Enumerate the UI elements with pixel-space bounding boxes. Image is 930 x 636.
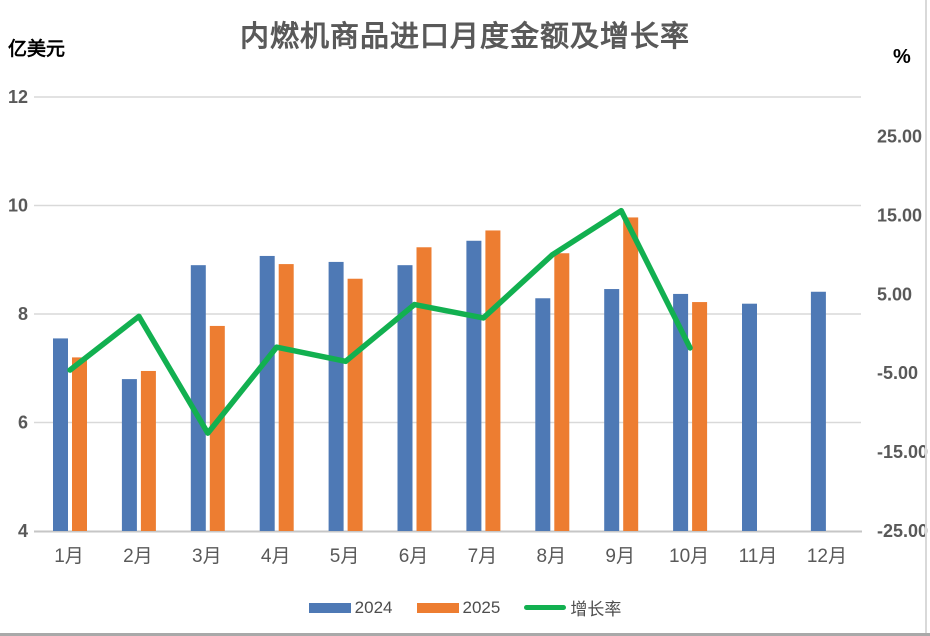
right-axis-tick-label: -25.00 (877, 521, 928, 541)
bar-2025-3月 (209, 325, 225, 531)
legend-swatch-growth-line (524, 605, 567, 610)
x-axis-month-label: 4月 (261, 546, 291, 567)
legend-item-growth-rate: 增长率 (524, 595, 621, 620)
left-axis-tick-label: 6 (18, 413, 28, 433)
bar-2024-5月 (328, 261, 344, 531)
bar-2024-4月 (259, 255, 275, 531)
bar-2024-8月 (535, 298, 551, 531)
bar-2025-9月 (623, 217, 639, 531)
x-axis-month-label: 7月 (468, 546, 498, 567)
chart-title: 内燃机商品进口月度金额及增长率 (239, 21, 690, 53)
bar-2025-6月 (416, 247, 432, 531)
x-axis-month-label: 1月 (54, 546, 84, 567)
legend: 2024 2025 增长率 (0, 595, 930, 620)
bar-2024-9月 (604, 289, 620, 531)
legend-swatch-2025 (416, 602, 459, 613)
growth-rate-line (67, 207, 693, 436)
left-axis-unit-label: 亿美元 (8, 39, 66, 60)
x-axis-month-label: 8月 (537, 546, 567, 567)
legend-label-2024: 2024 (354, 597, 393, 617)
legend-item-2025: 2025 (416, 597, 501, 618)
bar-2024-6月 (397, 265, 413, 531)
bar-2024-12月 (810, 291, 826, 531)
bar-2025-1月 (72, 357, 87, 531)
bar-2024-1月 (53, 338, 68, 531)
x-axis-month-label: 6月 (399, 546, 429, 567)
bottom-border-line (0, 633, 930, 636)
right-axis-unit-label: % (893, 46, 911, 68)
left-axis-tick-label: 4 (18, 521, 28, 541)
x-axis-month-label: 5月 (330, 546, 360, 567)
left-axis-tick-label: 8 (18, 304, 28, 324)
right-axis-tick-label: 15.00 (877, 205, 922, 225)
left-axis-tick-label: 12 (8, 87, 28, 107)
right-border-line (925, 0, 927, 633)
x-axis-month-label: 10月 (669, 546, 709, 567)
left-axis-tick-label: 10 (8, 196, 28, 216)
right-axis-tick-label: 5.00 (877, 284, 912, 304)
bar-2024-11月 (742, 303, 757, 531)
legend-label-2025: 2025 (462, 597, 501, 617)
bar-2025-2月 (140, 370, 156, 531)
legend-swatch-2024 (308, 602, 351, 613)
bar-2025-7月 (485, 230, 501, 531)
bar-2024-3月 (190, 265, 206, 531)
legend-label-growth-rate: 增长率 (570, 600, 622, 619)
x-axis-month-label: 12月 (807, 546, 847, 567)
x-axis-month-label: 2月 (123, 546, 153, 567)
x-axis-month-label: 3月 (192, 546, 222, 567)
bar-2024-2月 (121, 379, 137, 531)
bar-2025-4月 (278, 264, 294, 531)
x-axis-month-label: 11月 (739, 546, 778, 567)
right-axis-tick-label: 25.00 (877, 126, 922, 146)
x-axis-month-label: 9月 (605, 546, 635, 567)
legend-item-2024: 2024 (308, 597, 393, 618)
right-axis-tick-label: -5.00 (877, 363, 918, 383)
bar-2025-5月 (347, 278, 363, 531)
bar-2025-8月 (554, 253, 570, 532)
right-axis-tick-label: -15.00 (877, 442, 928, 462)
bar-2024-7月 (466, 240, 482, 531)
bar-2025-10月 (692, 302, 708, 531)
bar-2024-10月 (673, 293, 689, 531)
